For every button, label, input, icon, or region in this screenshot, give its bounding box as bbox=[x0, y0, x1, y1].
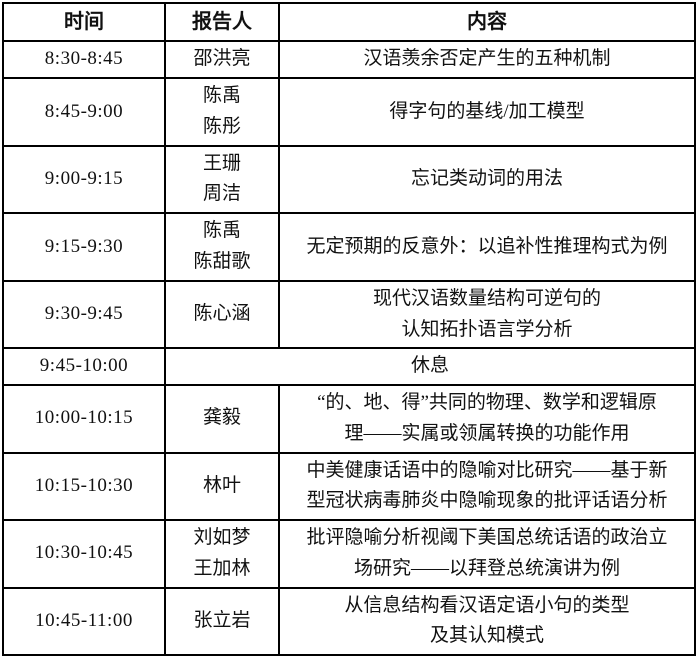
col-header-speaker: 报告人 bbox=[164, 1, 280, 43]
content-cell: 中美健康话语中的隐喻对比研究——基于新 型冠状病毒肺炎中隐喻现象的批评话语分析 bbox=[278, 451, 696, 522]
break-cell: 休息 bbox=[164, 347, 696, 387]
time-cell: 10:45-11:00 bbox=[2, 586, 166, 656]
time-cell: 9:15-9:30 bbox=[2, 212, 166, 282]
table-row: 9:30-9:45 陈心涵 现代汉语数量结构可逆句的 认知拓扑语言学分析 bbox=[2, 279, 696, 350]
table-header-row: 时间 报告人 内容 bbox=[2, 1, 696, 43]
speaker-cell: 邵洪亮 bbox=[164, 40, 280, 80]
speaker-cell: 陈禹 陈甜歌 bbox=[164, 212, 280, 282]
table-row-break: 9:45-10:00 休息 bbox=[2, 347, 696, 387]
table-row: 10:45-11:00 张立岩 从信息结构看汉语定语小句的类型 及其认知模式 bbox=[2, 586, 696, 656]
table-row: 9:15-9:30 陈禹 陈甜歌 无定预期的反意外：以追补性推理构式为例 bbox=[2, 212, 696, 282]
content-cell: 无定预期的反意外：以追补性推理构式为例 bbox=[278, 212, 696, 282]
content-cell: 忘记类动词的用法 bbox=[278, 144, 696, 215]
table-row: 10:30-10:45 刘如梦 王加林 批评隐喻分析视阈下美国总统话语的政治立 … bbox=[2, 519, 696, 589]
table-row: 8:30-8:45 邵洪亮 汉语羡余否定产生的五种机制 bbox=[2, 40, 696, 80]
time-cell: 8:45-9:00 bbox=[2, 77, 166, 147]
time-cell: 9:45-10:00 bbox=[2, 347, 166, 387]
content-cell: “的、地、得”共同的物理、数学和逻辑原 理——实属或领属转换的功能作用 bbox=[278, 384, 696, 454]
table-row: 8:45-9:00 陈禹 陈彤 得字句的基线/加工模型 bbox=[2, 77, 696, 147]
time-cell: 10:15-10:30 bbox=[2, 451, 166, 522]
time-cell: 9:00-9:15 bbox=[2, 144, 166, 215]
speaker-cell: 龚毅 bbox=[164, 384, 280, 454]
speaker-cell: 王珊 周洁 bbox=[164, 144, 280, 215]
time-cell: 10:30-10:45 bbox=[2, 519, 166, 589]
col-header-content: 内容 bbox=[278, 1, 696, 43]
time-cell: 9:30-9:45 bbox=[2, 279, 166, 350]
table-row: 10:00-10:15 龚毅 “的、地、得”共同的物理、数学和逻辑原 理——实属… bbox=[2, 384, 696, 454]
speaker-cell: 张立岩 bbox=[164, 586, 280, 656]
speaker-cell: 陈心涵 bbox=[164, 279, 280, 350]
time-cell: 8:30-8:45 bbox=[2, 40, 166, 80]
speaker-cell: 刘如梦 王加林 bbox=[164, 519, 280, 589]
table-row: 10:15-10:30 林叶 中美健康话语中的隐喻对比研究——基于新 型冠状病毒… bbox=[2, 451, 696, 522]
content-cell: 汉语羡余否定产生的五种机制 bbox=[278, 40, 696, 80]
content-cell: 从信息结构看汉语定语小句的类型 及其认知模式 bbox=[278, 586, 696, 656]
content-cell: 现代汉语数量结构可逆句的 认知拓扑语言学分析 bbox=[278, 279, 696, 350]
table-row: 9:00-9:15 王珊 周洁 忘记类动词的用法 bbox=[2, 144, 696, 215]
col-header-time: 时间 bbox=[2, 1, 166, 43]
speaker-cell: 林叶 bbox=[164, 451, 280, 522]
content-cell: 批评隐喻分析视阈下美国总统话语的政治立 场研究——以拜登总统演讲为例 bbox=[278, 519, 696, 589]
speaker-cell: 陈禹 陈彤 bbox=[164, 77, 280, 147]
content-cell: 得字句的基线/加工模型 bbox=[278, 77, 696, 147]
time-cell: 10:00-10:15 bbox=[2, 384, 166, 454]
